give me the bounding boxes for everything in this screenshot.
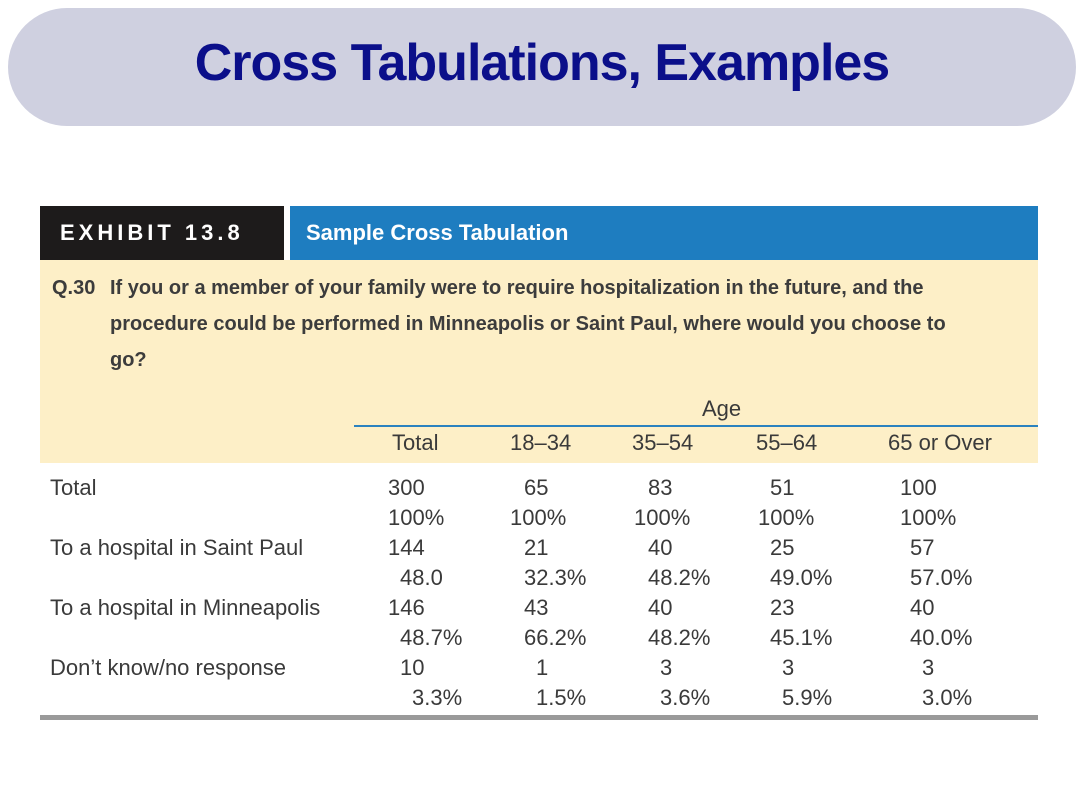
cell-percent: 57.0% xyxy=(910,565,973,590)
cell-percent: 45.1% xyxy=(770,625,833,650)
column-header-total: Total xyxy=(392,430,439,455)
title-banner: Cross Tabulations, Examples xyxy=(8,8,1076,126)
cell-count: 100 xyxy=(900,475,937,500)
row-label-minneapolis: To a hospital in Minneapolis xyxy=(50,595,321,620)
exhibit-header: EXHIBIT 13.8 Sample Cross Tabulation xyxy=(40,206,1038,260)
cell-percent: 100% xyxy=(634,505,691,530)
table-body: Total 300 65 83 51 100 100% 100% 100% 10… xyxy=(40,463,1038,720)
cell-count: 43 xyxy=(524,595,549,620)
cell-count: 57 xyxy=(910,535,935,560)
cell-count: 40 xyxy=(648,535,673,560)
column-header-18-34: 18–34 xyxy=(510,430,572,455)
cell-count: 10 xyxy=(400,655,425,680)
cell-percent: 100% xyxy=(758,505,815,530)
cell-count: 21 xyxy=(524,535,549,560)
cell-count: 146 xyxy=(388,595,425,620)
cell-count: 23 xyxy=(770,595,795,620)
row-label-saint-paul: To a hospital in Saint Paul xyxy=(50,535,304,560)
exhibit-caption: Sample Cross Tabulation xyxy=(290,206,1038,260)
cell-count: 65 xyxy=(524,475,549,500)
cell-percent: 100% xyxy=(510,505,567,530)
row-label-dont-know: Don’t know/no response xyxy=(50,655,287,680)
cell-percent: 40.0% xyxy=(910,625,973,650)
cell-percent: 3.0% xyxy=(922,685,973,710)
cell-count: 3 xyxy=(660,655,673,680)
column-header-35-54: 35–54 xyxy=(632,430,694,455)
cell-count: 144 xyxy=(388,535,425,560)
cell-count: 83 xyxy=(648,475,673,500)
cell-percent: 1.5% xyxy=(536,685,587,710)
question-number: Q.30 xyxy=(52,277,96,299)
cell-percent: 3.3% xyxy=(412,685,463,710)
cell-percent: 49.0% xyxy=(770,565,833,590)
group-label: Age xyxy=(702,396,742,421)
cell-count: 40 xyxy=(648,595,673,620)
cell-count: 40 xyxy=(910,595,935,620)
column-header-65-over: 65 or Over xyxy=(888,430,992,455)
cell-percent: 48.0 xyxy=(400,565,443,590)
cell-percent: 66.2% xyxy=(524,625,587,650)
cell-count: 25 xyxy=(770,535,795,560)
cell-count: 3 xyxy=(782,655,795,680)
question-text: If you or a member of your family were t… xyxy=(110,277,946,371)
cell-count: 1 xyxy=(536,655,549,680)
slide-title: Cross Tabulations, Examples xyxy=(194,34,890,92)
question-block: Q.30 If you or a member of your family w… xyxy=(40,260,1038,463)
column-header-55-64: 55–64 xyxy=(756,430,818,455)
cell-percent: 48.2% xyxy=(648,625,711,650)
cell-percent: 32.3% xyxy=(524,565,587,590)
exhibit-tag: EXHIBIT 13.8 xyxy=(40,206,290,260)
cell-percent: 48.7% xyxy=(400,625,463,650)
cell-count: 3 xyxy=(922,655,935,680)
cell-count: 300 xyxy=(388,475,425,500)
group-rule xyxy=(354,425,1038,427)
cell-percent: 3.6% xyxy=(660,685,711,710)
cell-percent: 5.9% xyxy=(782,685,833,710)
row-label-total: Total xyxy=(50,475,97,500)
cell-percent: 48.2% xyxy=(648,565,711,590)
question: Q.30 If you or a member of your family w… xyxy=(52,270,1026,378)
cell-percent: 100% xyxy=(900,505,957,530)
exhibit-table: EXHIBIT 13.8 Sample Cross Tabulation Q.3… xyxy=(40,206,1038,720)
cell-count: 51 xyxy=(770,475,795,500)
table-bottom-rule xyxy=(40,715,1038,720)
cell-percent: 100% xyxy=(388,505,445,530)
